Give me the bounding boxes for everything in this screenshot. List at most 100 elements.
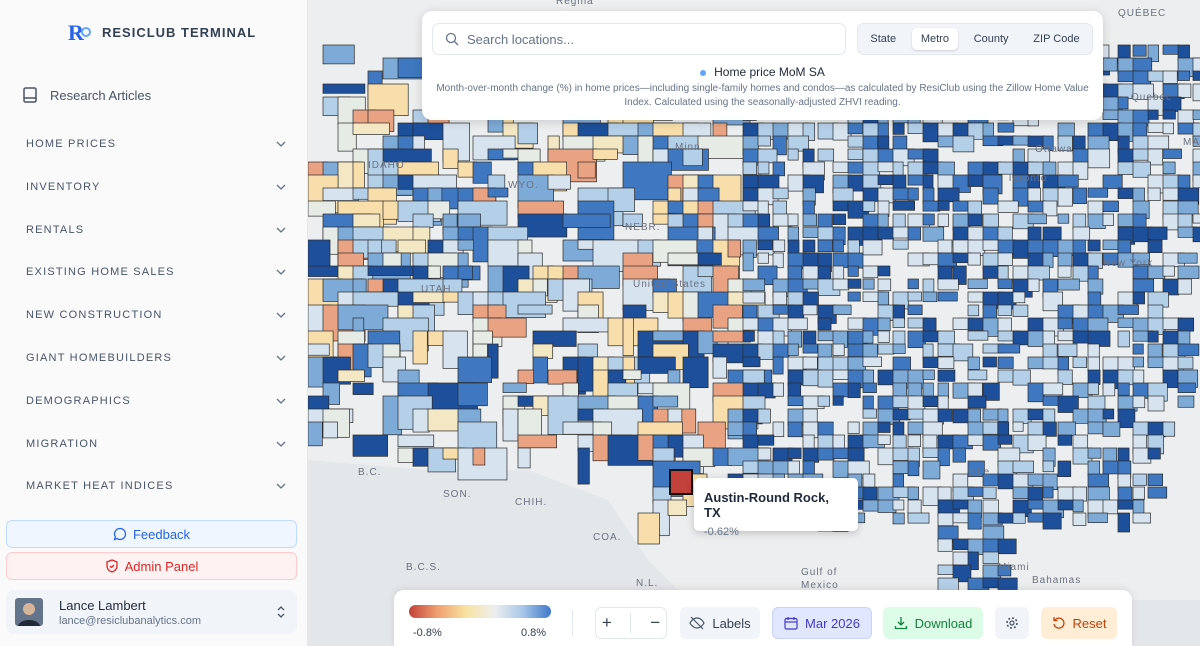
metro-area[interactable] [877, 343, 895, 355]
metro-area[interactable] [772, 239, 786, 252]
metro-area[interactable] [1042, 252, 1054, 268]
metro-area[interactable] [1072, 499, 1084, 513]
metro-area[interactable] [937, 356, 955, 369]
metro-area[interactable] [742, 213, 760, 230]
metro-area[interactable] [1117, 304, 1139, 315]
metro-area[interactable] [937, 278, 959, 291]
metro-area[interactable] [1147, 239, 1163, 254]
metro-area[interactable] [1057, 395, 1079, 413]
metro-area[interactable] [802, 291, 819, 307]
metro-area[interactable] [1177, 83, 1192, 98]
metro-area[interactable] [772, 161, 785, 177]
metro-area[interactable] [517, 369, 534, 385]
metro-area[interactable] [802, 239, 816, 253]
metro-area[interactable] [832, 343, 845, 357]
section-item[interactable]: MIGRATION [26, 438, 286, 450]
metro-area[interactable] [757, 447, 772, 461]
metro-area[interactable] [532, 343, 554, 359]
metro-area[interactable] [562, 317, 611, 333]
metro-area[interactable] [1192, 213, 1200, 224]
metro-area[interactable] [907, 187, 919, 201]
metro-area[interactable] [967, 330, 989, 341]
metro-area[interactable] [937, 447, 950, 467]
metro-area[interactable] [1102, 382, 1116, 397]
metro-area[interactable] [907, 460, 920, 477]
metro-area[interactable] [757, 408, 771, 424]
metro-area[interactable] [397, 434, 435, 447]
metro-area[interactable] [937, 538, 953, 552]
metro-area[interactable] [757, 434, 775, 446]
metro-area[interactable] [1057, 499, 1075, 511]
tab[interactable]: State [870, 33, 897, 45]
metro-area[interactable] [502, 382, 527, 393]
metro-area[interactable] [1132, 473, 1147, 486]
metro-area[interactable] [997, 278, 1013, 290]
metro-area[interactable] [1087, 421, 1104, 435]
metro-area[interactable] [1177, 174, 1191, 189]
metro-area[interactable] [1042, 382, 1064, 396]
metro-area[interactable] [922, 200, 941, 212]
metro-area[interactable] [802, 447, 820, 463]
map[interactable]: Regina QUÉBEC Quebec Ottawa Toronto New York M… [308, 0, 1200, 646]
section-item[interactable]: INVENTORY [26, 181, 286, 193]
metro-area[interactable] [907, 226, 921, 241]
metro-area[interactable] [1177, 278, 1192, 295]
metro-area[interactable] [1027, 213, 1047, 225]
metro-area[interactable] [1132, 44, 1147, 57]
metro-area[interactable] [1057, 187, 1073, 207]
metro-area[interactable] [592, 148, 618, 160]
metro-area[interactable] [787, 395, 806, 407]
metro-area[interactable] [622, 317, 634, 356]
metro-area[interactable] [1087, 382, 1099, 395]
metro-area[interactable] [847, 291, 861, 302]
metro-area[interactable] [877, 291, 890, 306]
metro-area[interactable] [1057, 421, 1076, 437]
metro-area[interactable] [1192, 226, 1200, 243]
metro-area[interactable] [862, 213, 880, 229]
metro-area[interactable] [1072, 226, 1091, 241]
metro-area[interactable] [1117, 356, 1135, 372]
metro-area[interactable] [757, 148, 778, 164]
metro-area[interactable] [847, 382, 861, 398]
metro-area[interactable] [412, 213, 434, 228]
metro-area[interactable] [1147, 304, 1164, 320]
metro-area[interactable] [802, 304, 818, 316]
feedback-button[interactable]: Feedback [6, 520, 297, 548]
metro-area[interactable] [352, 291, 400, 307]
research-articles[interactable]: Research Articles [22, 86, 151, 104]
metro-area[interactable] [892, 174, 907, 189]
metro-area[interactable] [1087, 369, 1101, 385]
metro-area[interactable] [577, 161, 596, 179]
metro-area[interactable] [787, 421, 803, 438]
metro-area[interactable] [877, 174, 895, 186]
metro-area[interactable] [982, 356, 997, 368]
section-item[interactable]: DEMOGRAPHICS [26, 395, 286, 407]
metro-area[interactable] [1147, 187, 1161, 202]
metro-area[interactable] [937, 486, 952, 501]
metro-area[interactable] [817, 447, 835, 461]
metro-area[interactable] [967, 512, 982, 530]
metro-area[interactable] [967, 486, 986, 497]
metro-area[interactable] [982, 187, 999, 205]
metro-area[interactable] [1117, 512, 1130, 533]
metro-area[interactable] [997, 252, 1013, 266]
user-menu[interactable]: Lance Lambert lance@resiclubanalytics.co… [6, 590, 297, 634]
metro-area[interactable] [952, 135, 975, 153]
metro-area[interactable] [802, 213, 817, 227]
metro-area[interactable] [1027, 278, 1040, 292]
metro-area[interactable] [937, 512, 954, 527]
section-item[interactable]: GIANT HOMEBUILDERS [26, 352, 286, 364]
metro-area[interactable] [517, 447, 531, 469]
metro-area[interactable] [847, 278, 862, 289]
metro-area[interactable] [1087, 395, 1106, 411]
metro-area[interactable] [487, 317, 527, 338]
metro-area[interactable] [1057, 317, 1073, 330]
metro-area[interactable] [1102, 174, 1123, 189]
metro-area[interactable] [1027, 382, 1045, 403]
metro-area[interactable] [308, 200, 336, 217]
metro-area[interactable] [1057, 265, 1072, 278]
metro-area[interactable] [1132, 252, 1150, 266]
metro-area[interactable] [1042, 226, 1062, 240]
metro-area[interactable] [847, 161, 865, 174]
metro-area[interactable] [862, 499, 881, 512]
